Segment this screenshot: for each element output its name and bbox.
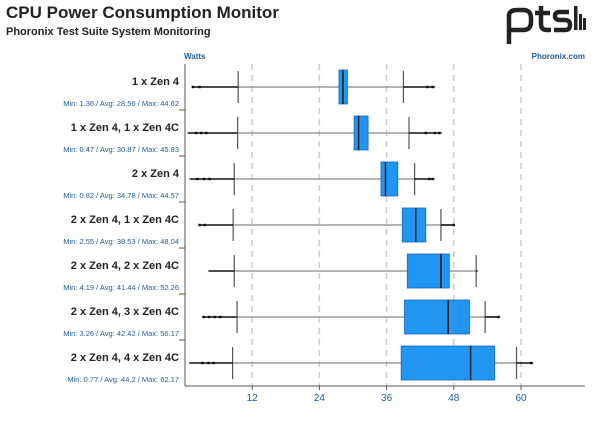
x-tick-label: 12 bbox=[247, 393, 259, 404]
iqr-box bbox=[401, 207, 427, 243]
outlier-point bbox=[202, 177, 206, 181]
chart-title: CPU Power Consumption Monitor bbox=[6, 3, 279, 22]
outlier-point bbox=[205, 131, 208, 135]
series-stats: Min: 0.82 / Avg: 34.78 / Max: 44.57 bbox=[63, 191, 179, 200]
x-tick-label: 48 bbox=[448, 393, 460, 404]
unit-label: Watts bbox=[184, 52, 206, 61]
chart-subtitle: Phoronix Test Suite System Monitoring bbox=[6, 26, 211, 38]
outlier-point bbox=[198, 223, 201, 227]
iqr-box bbox=[380, 161, 399, 197]
series-stats: Min: 0.77 / Avg: 44.2 / Max: 62.17 bbox=[67, 375, 179, 384]
outlier-point bbox=[196, 177, 199, 181]
x-tick-label: 36 bbox=[381, 393, 393, 404]
series-label: 2 x Zen 4, 1 x Zen 4C bbox=[71, 214, 179, 226]
x-tick-label: 60 bbox=[515, 393, 527, 404]
outlier-point bbox=[200, 131, 203, 135]
outlier-point bbox=[426, 85, 429, 89]
iqr-box bbox=[400, 345, 496, 381]
x-tick-label: 24 bbox=[314, 393, 326, 404]
outlier-point bbox=[427, 177, 431, 181]
series-stats: Min: 0.47 / Avg: 30.87 / Max: 45.83 bbox=[63, 145, 179, 154]
series-label: 2 x Zen 4, 4 x Zen 4C bbox=[71, 352, 179, 364]
outlier-point bbox=[213, 315, 216, 319]
outlier-point bbox=[219, 315, 222, 319]
outlier-point bbox=[202, 315, 205, 319]
pts-logo-icon bbox=[506, 6, 586, 44]
series-stats: Min: 3.26 / Avg: 42.42 / Max: 56.17 bbox=[63, 329, 179, 338]
iqr-box bbox=[353, 115, 369, 151]
outlier-point bbox=[431, 177, 434, 181]
outlier-point bbox=[203, 223, 206, 227]
series-stats: Min: 2.55 / Avg: 38.53 / Max: 48.04 bbox=[63, 237, 179, 246]
outlier-point bbox=[212, 361, 215, 365]
series-label: 2 x Zen 4 bbox=[132, 168, 180, 180]
series-stats: Min: 4.19 / Avg: 41.44 / Max: 52.26 bbox=[63, 283, 179, 292]
outlier-point bbox=[452, 223, 455, 227]
outlier-point bbox=[433, 131, 436, 135]
outlier-point bbox=[195, 131, 198, 135]
outlier-point bbox=[208, 177, 211, 181]
outlier-point bbox=[207, 315, 211, 319]
iqr-box bbox=[404, 299, 470, 335]
outlier-point bbox=[497, 315, 500, 319]
series-label: 1 x Zen 4 bbox=[132, 76, 180, 88]
outlier-point bbox=[438, 131, 441, 135]
series-label: 1 x Zen 4, 1 x Zen 4C bbox=[71, 122, 179, 134]
source-label: Phoronix.com bbox=[531, 52, 585, 61]
series-label: 2 x Zen 4, 2 x Zen 4C bbox=[71, 260, 179, 272]
outlier-point bbox=[198, 85, 201, 89]
outlier-point bbox=[191, 85, 195, 89]
outlier-point bbox=[431, 85, 434, 89]
outlier-point bbox=[201, 361, 204, 365]
iqr-box bbox=[406, 253, 450, 289]
outlier-point bbox=[207, 361, 210, 365]
outlier-point bbox=[529, 361, 533, 365]
series-stats: Min: 1.36 / Avg: 28.56 / Max: 44.62 bbox=[63, 99, 179, 108]
outlier-point bbox=[424, 131, 427, 135]
series-label: 2 x Zen 4, 3 x Zen 4C bbox=[71, 306, 179, 318]
